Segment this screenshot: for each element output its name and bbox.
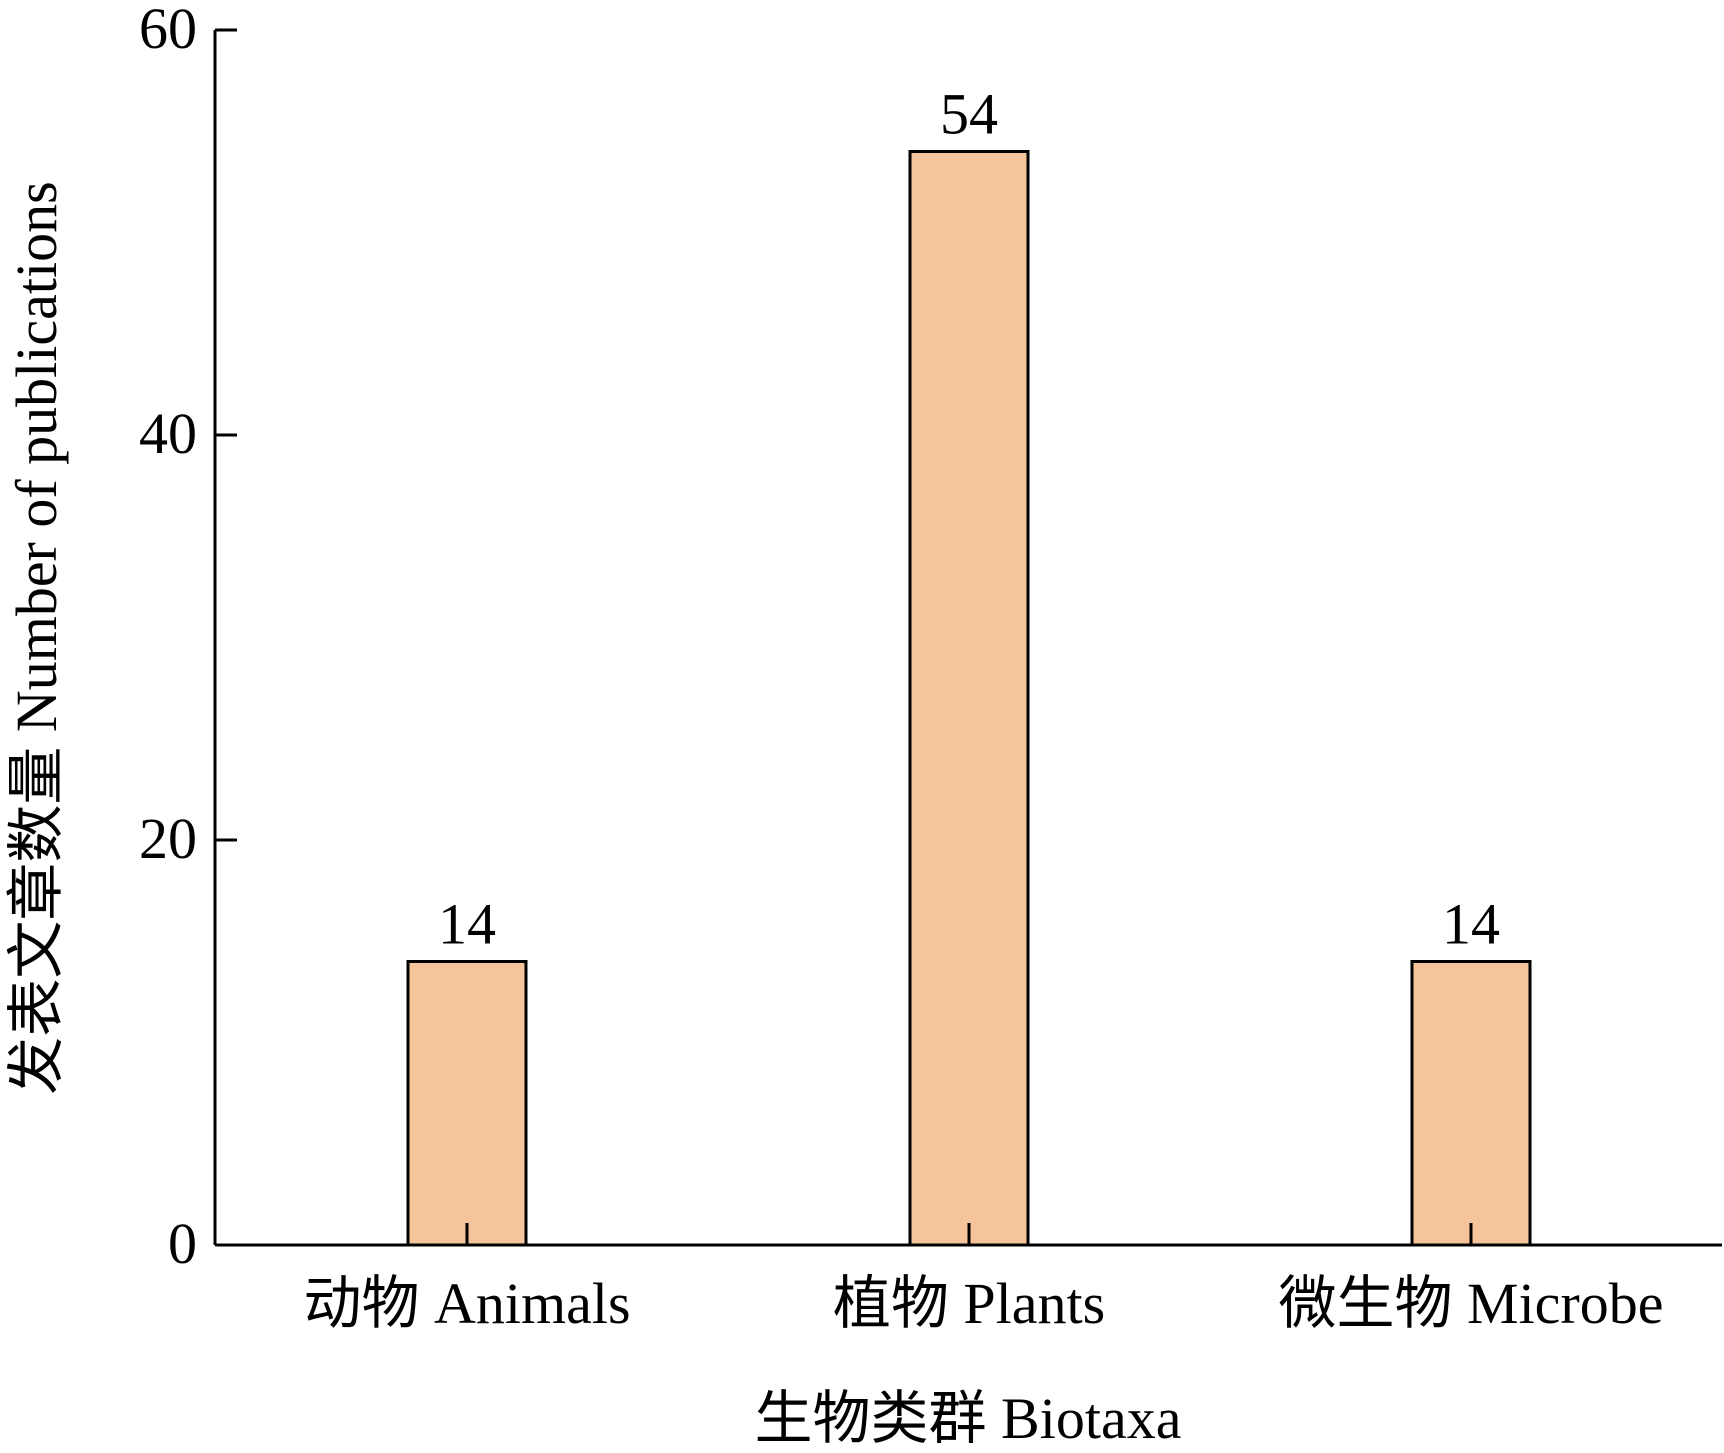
bar-value-labels: 14 54 14: [438, 82, 1500, 957]
y-ticks: 0 20 40 60: [139, 0, 237, 1276]
y-tick-label: 40: [139, 401, 197, 466]
y-tick-label: 20: [139, 806, 197, 871]
bar: [908, 150, 1030, 1247]
x-axis-title: 生物类群 Biotaxa: [755, 1386, 1182, 1448]
y-tick-label: 60: [139, 0, 197, 61]
axes-layer: [213, 30, 1722, 1247]
x-category-label: 微生物 Microbe: [1279, 1271, 1664, 1336]
bar-value-label: 14: [1442, 892, 1500, 957]
x-category-label: 植物 Plants: [833, 1271, 1105, 1336]
bars-layer: [406, 150, 1532, 1247]
y-axis-title: 发表文章数量 Number of publications: [4, 181, 69, 1094]
bar-value-label: 14: [438, 892, 496, 957]
x-category-label: 动物 Animals: [303, 1271, 630, 1336]
bar: [1410, 960, 1532, 1247]
x-category-labels: 动物 Animals 植物 Plants 微生物 Microbe: [303, 1271, 1663, 1336]
y-tick-label: 0: [168, 1211, 197, 1276]
bar-value-label: 54: [940, 82, 998, 147]
bar: [406, 960, 528, 1247]
